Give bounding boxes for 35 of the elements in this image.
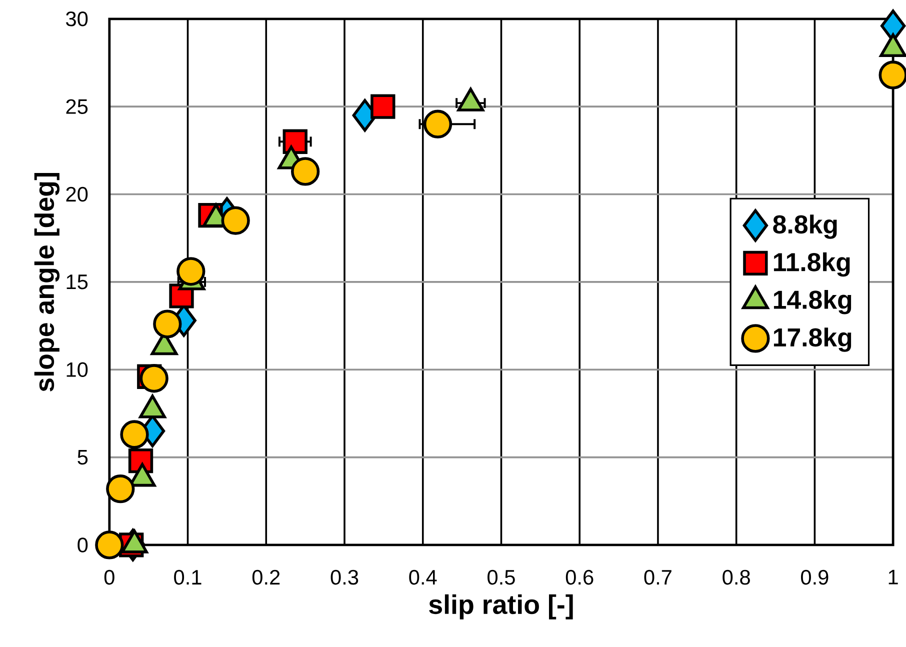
point [423,110,452,138]
x-tick-label: 0.2 [252,570,280,584]
point [106,474,135,503]
x-axis-title: slip ratio [-] [429,594,573,620]
x-tick-label: 0.8 [722,570,750,584]
x-tick-label: 0.3 [330,570,358,584]
legend-label: 8.8kg [773,214,837,239]
point [282,129,308,154]
x-tick-label: 0.5 [488,570,515,584]
point [176,256,206,286]
point [140,364,168,392]
point [120,420,149,449]
y-tick-label: 10 [66,362,88,377]
y-axis-title: slope angle [deg] [34,172,60,392]
point [290,156,320,186]
legend-label: 11.8kg [774,252,850,276]
legend-label: 14.8kg [774,290,852,314]
y-tick-label: 0 [78,537,88,552]
x-tick-label: 0 [104,570,114,584]
point [153,309,182,338]
x-tick-label: 1 [888,570,898,584]
x-tick-label: 0.9 [801,570,828,584]
point [221,206,250,235]
x-tick-label: 0.6 [566,570,594,584]
legend-label: 17.8kg [774,327,852,352]
y-tick-label: 25 [66,98,88,114]
y-tick-label: 30 [66,11,88,26]
y-tick-label: 5 [78,450,88,464]
x-tick-label: 0.4 [409,570,437,584]
y-tick-label: 20 [66,186,88,202]
point [370,94,396,119]
x-tick-label: 0.7 [644,570,672,584]
x-tick-label: 0.1 [174,570,202,584]
point [95,530,124,560]
y-tick-label: 15 [66,274,88,290]
